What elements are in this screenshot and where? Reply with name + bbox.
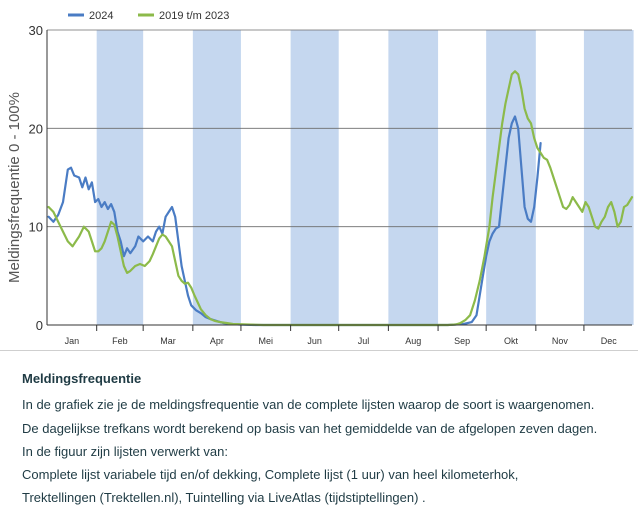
- y-tick-label-30: 30: [29, 23, 43, 38]
- y-axis-title: Meldingsfrequentie 0 - 100%: [6, 92, 23, 283]
- chart-area: 0 10 20 30 Jan Feb Mar Apr Mei Jun Jul Aug Sep Okt Nov…: [6, 10, 634, 346]
- x-tick-label-jul: Jul: [358, 336, 370, 346]
- x-tick-label-mar: Mar: [160, 336, 176, 346]
- info-title: Meldingsfrequentie: [22, 371, 142, 386]
- legend: 2024 2019 t/m 2023: [68, 10, 229, 22]
- info-line-4: Complete lijst variabele tijd en/of dekk…: [22, 467, 519, 482]
- divider: [0, 350, 638, 351]
- x-tick-label-nov: Nov: [552, 336, 569, 346]
- band-aug: [388, 30, 439, 325]
- x-tick-label-feb: Feb: [112, 336, 128, 346]
- axes: 0 10 20 30 Jan Feb Mar Apr Mei Jun Jul Aug Sep Okt Nov…: [6, 23, 632, 346]
- band-jun: [290, 30, 339, 325]
- x-tick-label-sep: Sep: [454, 336, 470, 346]
- x-tick-label-apr: Apr: [210, 336, 224, 346]
- gridlines: [47, 29, 632, 228]
- x-tick-label-jan: Jan: [65, 336, 80, 346]
- band-apr: [192, 30, 241, 325]
- x-tick-label-okt: Okt: [504, 336, 519, 346]
- legend-label-2019-2023: 2019 t/m 2023: [159, 10, 229, 22]
- y-tick-label-0: 0: [36, 318, 43, 333]
- info-line-2: De dagelijkse trefkans wordt berekend op…: [22, 421, 598, 436]
- y-tick-label-20: 20: [29, 121, 43, 136]
- band-dec: [583, 30, 634, 325]
- x-tick-label-mei: Mei: [259, 336, 274, 346]
- x-tick-label-aug: Aug: [405, 336, 421, 346]
- x-tick-label-dec: Dec: [601, 336, 618, 346]
- info-line-1: In de grafiek zie je de meldingsfrequent…: [22, 397, 595, 412]
- info-panel: Meldingsfrequentie In de grafiek zie je …: [0, 351, 638, 506]
- line-chart: 0 10 20 30 Jan Feb Mar Apr Mei Jun Jul Aug Sep Okt Nov…: [6, 10, 634, 346]
- series-line-2024: [47, 115, 542, 327]
- legend-label-2024: 2024: [89, 10, 113, 22]
- x-tick-label-jun: Jun: [307, 336, 322, 346]
- y-tick-label-10: 10: [29, 220, 43, 235]
- band-feb: [96, 30, 144, 325]
- info-line-5: Trektellingen (Trektellen.nl), Tuintelli…: [22, 490, 426, 505]
- info-line-3: In de figuur zijn lijsten verwerkt van:: [22, 444, 228, 459]
- month-bands: [47, 30, 634, 325]
